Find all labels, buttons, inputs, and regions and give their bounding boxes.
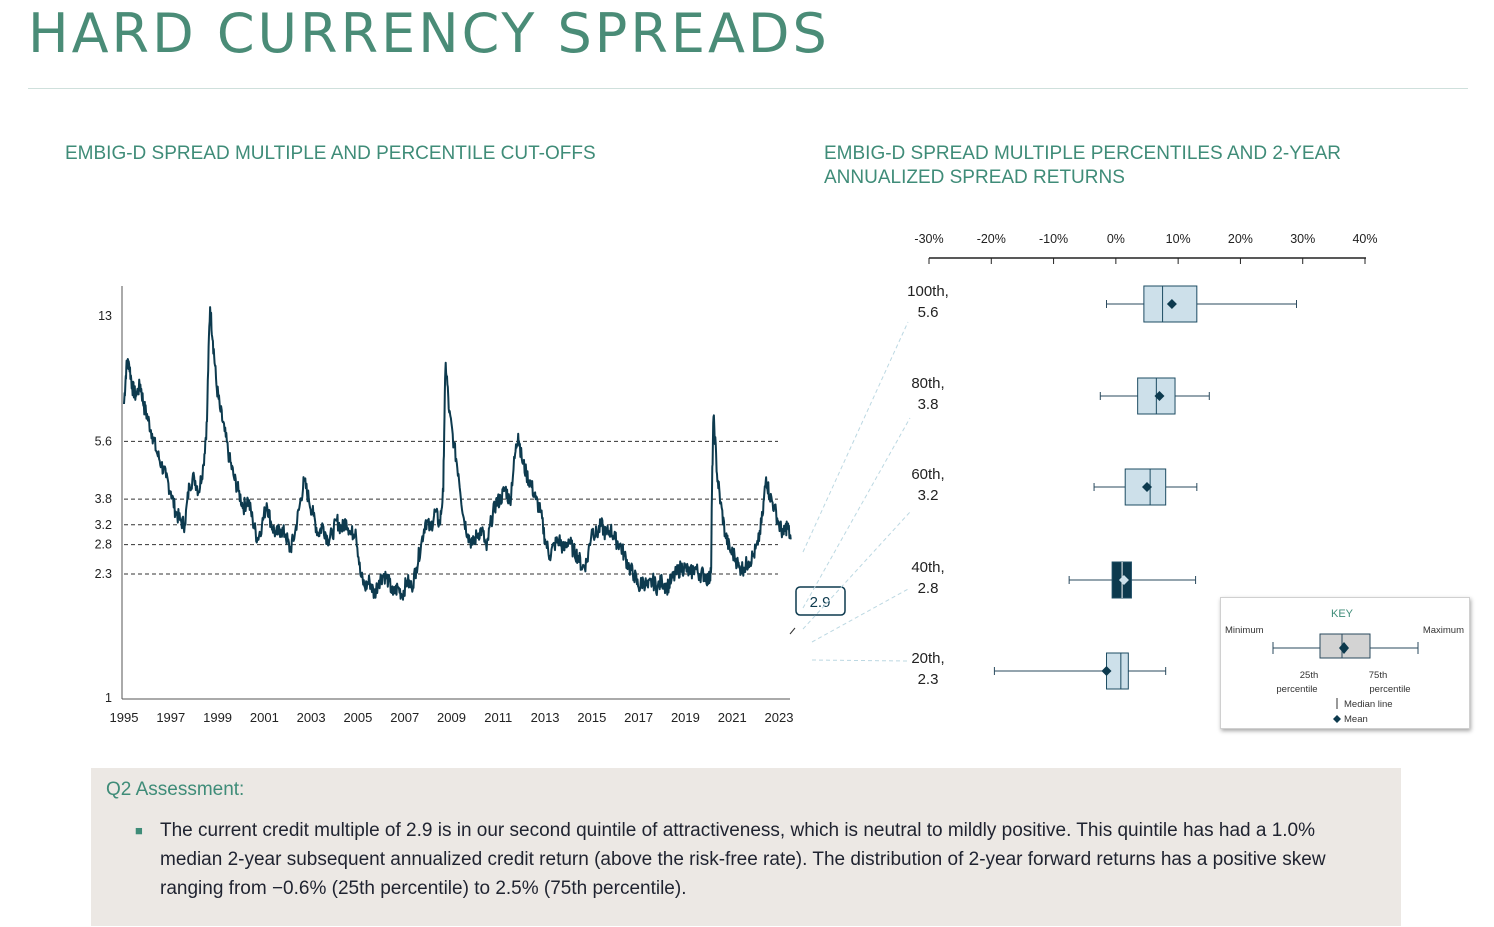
- assessment-list: ■ The current credit multiple of 2.9 is i…: [133, 816, 1363, 903]
- box-chart-x-tick-label: -20%: [977, 232, 1006, 246]
- box-chart-x-tick-label: -30%: [914, 232, 943, 246]
- key-mean-label: Mean: [1344, 714, 1368, 725]
- line-chart-x-tick-label: 2019: [671, 710, 700, 725]
- line-chart-x-tick-label: 2009: [437, 710, 466, 725]
- key-25th-label-1: 25th: [1300, 670, 1319, 681]
- line-chart-y-tick-label: 2.3: [95, 567, 112, 581]
- key-mean-marker: [1333, 715, 1341, 723]
- current-value-pointer: [789, 627, 796, 635]
- key-median-label: Median line: [1344, 699, 1393, 710]
- key-maximum-label: Maximum: [1423, 625, 1464, 636]
- percentile-label: 60th,: [911, 466, 944, 483]
- line-chart-x-tick-label: 2017: [624, 710, 653, 725]
- line-chart-x-tick-label: 2001: [250, 710, 279, 725]
- percentile-value-label: 2.8: [918, 580, 939, 597]
- assessment-panel: Q2 Assessment: ■ The current credit multi…: [91, 768, 1401, 926]
- line-chart-x-tick-label: 2011: [484, 710, 512, 725]
- box-mean-diamond: [1154, 391, 1165, 401]
- connector-line-3: [811, 587, 911, 643]
- percentile-label: 80th,: [911, 375, 944, 392]
- key-title: KEY: [1331, 608, 1354, 620]
- box-chart-x-tick-label: 0%: [1107, 232, 1125, 246]
- line-chart-x-tick-label: 2021: [718, 710, 747, 725]
- line-chart-y-tick-label: 3.8: [95, 492, 112, 506]
- assessment-title: Q2 Assessment:: [106, 779, 245, 800]
- line-chart-x-tick-label: 2023: [765, 710, 794, 725]
- line-chart-y-tick-label: 2.8: [95, 538, 112, 552]
- box-chart-x-tick-label: 20%: [1228, 232, 1253, 246]
- line-chart-x-tick-label: 2013: [531, 710, 560, 725]
- line-chart-x-tick-label: 2003: [297, 710, 326, 725]
- line-chart-title: EMBIG-D SPREAD MULTIPLE AND PERCENTILE C…: [65, 143, 596, 164]
- line-chart-x-tick-label: 2005: [343, 710, 372, 725]
- connector-line-2: [802, 511, 911, 630]
- key-box-shape: [1319, 633, 1371, 659]
- title-divider: [28, 88, 1468, 89]
- line-chart-y-tick-label: 13: [98, 309, 112, 323]
- line-chart-x-tick-label: 1995: [110, 710, 139, 725]
- box-mean-diamond: [1118, 575, 1129, 585]
- box-mean-diamond: [1166, 299, 1177, 309]
- percentile-connector-lines: [802, 321, 911, 662]
- box-chart-x-tick-label: 10%: [1166, 232, 1191, 246]
- box-chart-title: EMBIG-D SPREAD MULTIPLE PERCENTILES AND …: [824, 143, 1341, 188]
- assessment-bullet: ■ The current credit multiple of 2.9 is i…: [133, 816, 1363, 903]
- current-value-badge: [795, 586, 846, 616]
- line-chart-x-tick-label: 2015: [577, 710, 606, 725]
- key-75th-label-2: percentile: [1369, 684, 1410, 695]
- line-chart-y-tick-label: 1: [105, 691, 112, 705]
- line-chart-x-tick-label: 1997: [156, 710, 185, 725]
- box-plot-key: KEY Minimum Maximum 25th percentile 75th…: [1220, 597, 1470, 729]
- box-chart-x-tick-label: 30%: [1290, 232, 1315, 246]
- bullet-icon: ■: [135, 823, 143, 838]
- percentile-value-label: 5.6: [918, 304, 939, 321]
- percentile-label: 40th,: [911, 559, 944, 576]
- percentile-value-label: 3.2: [918, 487, 939, 504]
- spread-multiple-line-chart: 1 2.3 2.8 3.2 3.8 5.6 13 1995 1997 1999 2001 2003 20…: [95, 286, 846, 725]
- charts-canvas: 1 2.3 2.8 3.2 3.8 5.6 13 1995 1997 1999 2001 2003 20…: [95, 232, 1378, 725]
- connector-line-1: [802, 417, 911, 609]
- connector-line-0: [802, 321, 909, 553]
- spread-multiple-line: [123, 306, 792, 601]
- percentile-value-label: 2.3: [918, 671, 939, 688]
- box-mean-diamond: [1101, 666, 1112, 676]
- current-value-label: 2.9: [810, 594, 831, 611]
- percentile-box-chart: -30% -20% -10% 0% 10% 20% 30% 40% 100th, 5.6 80th,…: [907, 232, 1378, 690]
- key-mean-diamond: [1339, 642, 1349, 654]
- page-title: HARD CURRENCY SPREADS: [28, 2, 830, 65]
- line-chart-x-tick-label: 1999: [203, 710, 232, 725]
- line-chart-x-tick-label: 2007: [390, 710, 419, 725]
- line-chart-y-tick-label: 3.2: [95, 518, 112, 532]
- line-chart-y-tick-label: 5.6: [95, 434, 112, 448]
- percentile-label: 20th,: [911, 650, 944, 667]
- assessment-bullet-text: The current credit multiple of 2.9 is in…: [160, 820, 1326, 899]
- percentile-label: 100th,: [907, 283, 949, 300]
- connector-line-4: [811, 659, 909, 662]
- key-minimum-label: Minimum: [1225, 625, 1264, 636]
- key-25th-label-2: percentile: [1276, 684, 1317, 695]
- box-chart-x-tick-label: 40%: [1352, 232, 1377, 246]
- box-chart-x-tick-label: -10%: [1039, 232, 1068, 246]
- key-75th-label-1: 75th: [1369, 670, 1388, 681]
- percentile-value-label: 3.8: [918, 396, 939, 413]
- box-mean-diamond: [1142, 482, 1152, 492]
